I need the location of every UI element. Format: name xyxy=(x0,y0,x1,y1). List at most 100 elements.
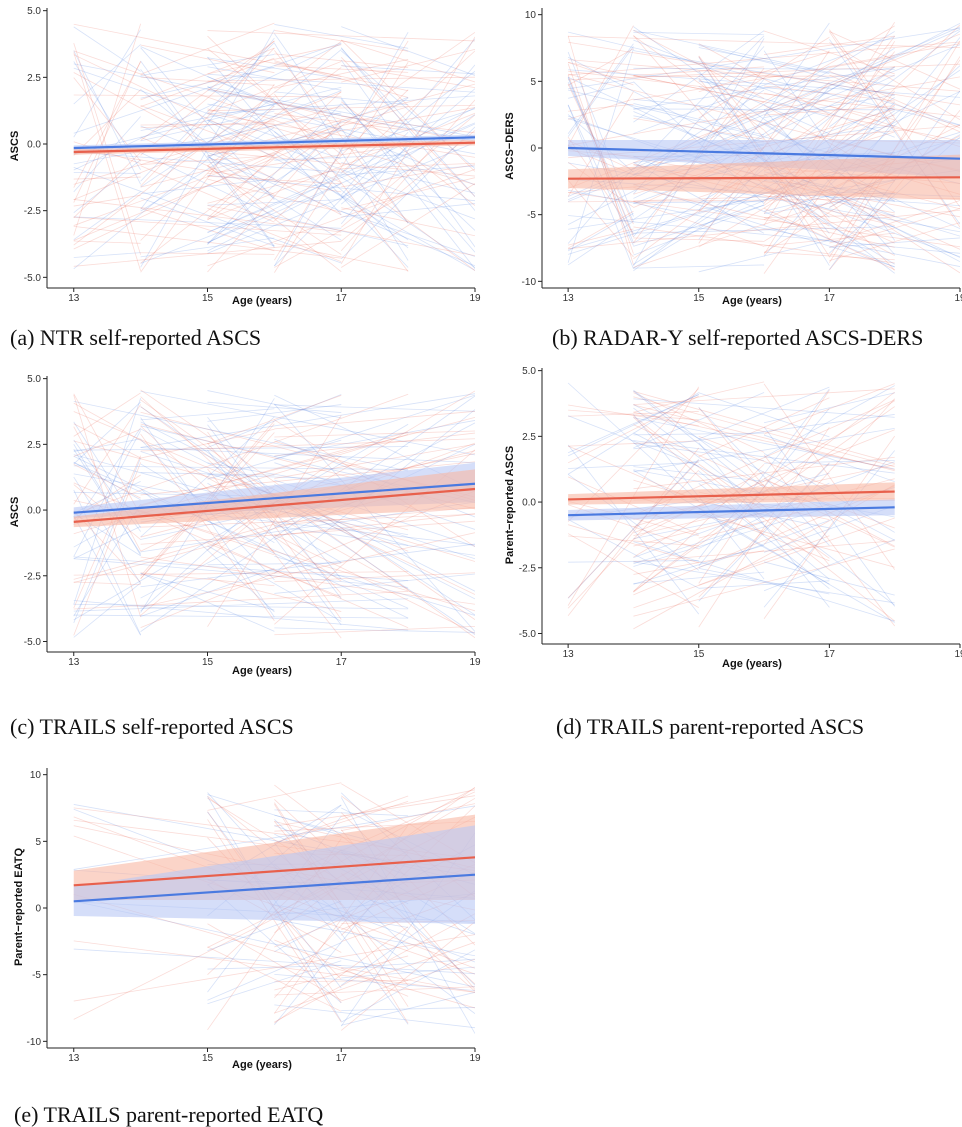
trajectory-line xyxy=(207,390,342,419)
plot-area xyxy=(567,381,896,630)
trajectory-line xyxy=(73,225,342,259)
trajectory-line xyxy=(274,939,409,997)
trajectory-line xyxy=(73,934,475,1002)
individual-trajectories xyxy=(73,389,475,639)
trajectory-line xyxy=(207,401,342,413)
trajectory-line xyxy=(73,614,409,619)
trajectory-line xyxy=(207,89,475,142)
trajectory-line xyxy=(567,533,699,608)
trajectory-line xyxy=(341,949,475,1023)
y-tick-label: -5.0 xyxy=(24,637,42,648)
trajectory-line xyxy=(140,66,275,99)
y-tick-label: 0 xyxy=(530,144,536,155)
x-axis-label: Age (years) xyxy=(722,295,782,307)
trajectory-line xyxy=(568,61,960,142)
trajectory-line xyxy=(568,70,960,117)
trajectory-line xyxy=(341,991,475,1026)
x-tick-label: 15 xyxy=(202,1053,214,1064)
trajectory-line xyxy=(341,789,475,818)
trajectory-line xyxy=(341,65,475,75)
trajectory-line xyxy=(568,63,960,81)
trajectory-line xyxy=(207,394,342,448)
trajectory-line xyxy=(567,63,634,254)
trajectory-line xyxy=(207,960,342,1005)
trajectory-line xyxy=(140,237,275,258)
trajectory-line xyxy=(274,50,409,224)
trajectory-line xyxy=(633,36,895,134)
trajectory-line xyxy=(73,112,342,165)
trajectory-line xyxy=(207,415,342,627)
trajectory-line xyxy=(633,411,895,470)
trajectory-line xyxy=(73,54,342,184)
trajectory-line xyxy=(274,795,409,844)
trajectory-line xyxy=(568,76,960,146)
panel-caption: (b) RADAR-Y self-reported ASCS-DERS xyxy=(552,325,923,350)
trajectory-line xyxy=(567,180,634,258)
trajectory-line xyxy=(340,130,475,242)
trajectory-line xyxy=(73,23,142,236)
trajectory-line xyxy=(274,96,409,148)
trajectory-line xyxy=(207,942,342,1001)
trajectory-line xyxy=(140,210,275,264)
trajectory-line xyxy=(274,91,409,106)
trajectory-line xyxy=(274,93,409,272)
trajectory-line xyxy=(567,395,699,464)
trajectory-line xyxy=(633,117,765,140)
trajectory-line xyxy=(73,805,475,870)
trajectory-line xyxy=(698,407,830,566)
trajectory-line xyxy=(698,407,830,546)
trajectory-line xyxy=(341,48,475,83)
trajectory-line xyxy=(207,103,342,245)
trajectory-line xyxy=(764,214,895,218)
trajectory-line xyxy=(73,167,342,264)
trajectory-line xyxy=(73,23,342,77)
trajectory-line xyxy=(274,32,409,267)
trajectory-line xyxy=(567,22,960,225)
panel-e: 13 15 17 19 -10 -5 0 5 10 Age (years) Parent−repor… xyxy=(13,768,481,1127)
trajectory-line xyxy=(568,41,960,106)
trajectory-line xyxy=(763,398,895,545)
trajectory-line xyxy=(207,562,342,566)
trajectory-line xyxy=(73,428,141,457)
trajectory-line xyxy=(207,76,475,82)
trajectory-line xyxy=(207,85,475,268)
x-tick-label: 15 xyxy=(202,293,214,304)
trajectory-line xyxy=(207,66,342,91)
trajectory-line xyxy=(341,107,475,132)
x-tick-label: 19 xyxy=(469,1053,481,1064)
trajectory-line xyxy=(633,540,895,563)
trajectory-line xyxy=(633,74,765,103)
trajectory-line xyxy=(829,24,960,153)
trajectory-line xyxy=(73,86,342,155)
trajectory-line xyxy=(633,264,765,269)
trajectory-line xyxy=(763,207,895,271)
trajectory-line xyxy=(140,47,275,200)
trajectory-line xyxy=(207,168,342,204)
trajectory-line xyxy=(140,42,275,182)
plot-area xyxy=(73,389,475,639)
trajectory-line xyxy=(274,53,409,69)
trajectory-line xyxy=(341,114,475,198)
trajectory-line xyxy=(763,94,895,119)
y-tick-label: 10 xyxy=(30,770,42,781)
trajectory-line xyxy=(274,30,409,52)
trajectory-line xyxy=(340,36,475,264)
trajectory-line xyxy=(633,396,895,468)
trajectory-line xyxy=(633,456,895,490)
trajectory-line xyxy=(698,435,830,487)
trajectory-line xyxy=(633,31,765,36)
trajectory-line xyxy=(207,73,475,93)
trajectory-line xyxy=(274,131,409,249)
trajectory-line xyxy=(340,99,475,252)
x-tick-label: 17 xyxy=(336,293,348,304)
y-tick-label: -2.5 xyxy=(519,563,537,574)
trajectory-line xyxy=(207,431,342,620)
trajectory-line xyxy=(140,54,275,76)
trajectory-line xyxy=(274,926,409,1024)
trajectory-line xyxy=(568,228,634,246)
trajectory-line xyxy=(633,201,765,204)
trajectory-line xyxy=(633,103,765,136)
trajectory-line xyxy=(633,56,895,101)
trajectory-line xyxy=(340,38,475,196)
y-tick-label: 0.0 xyxy=(27,140,41,151)
